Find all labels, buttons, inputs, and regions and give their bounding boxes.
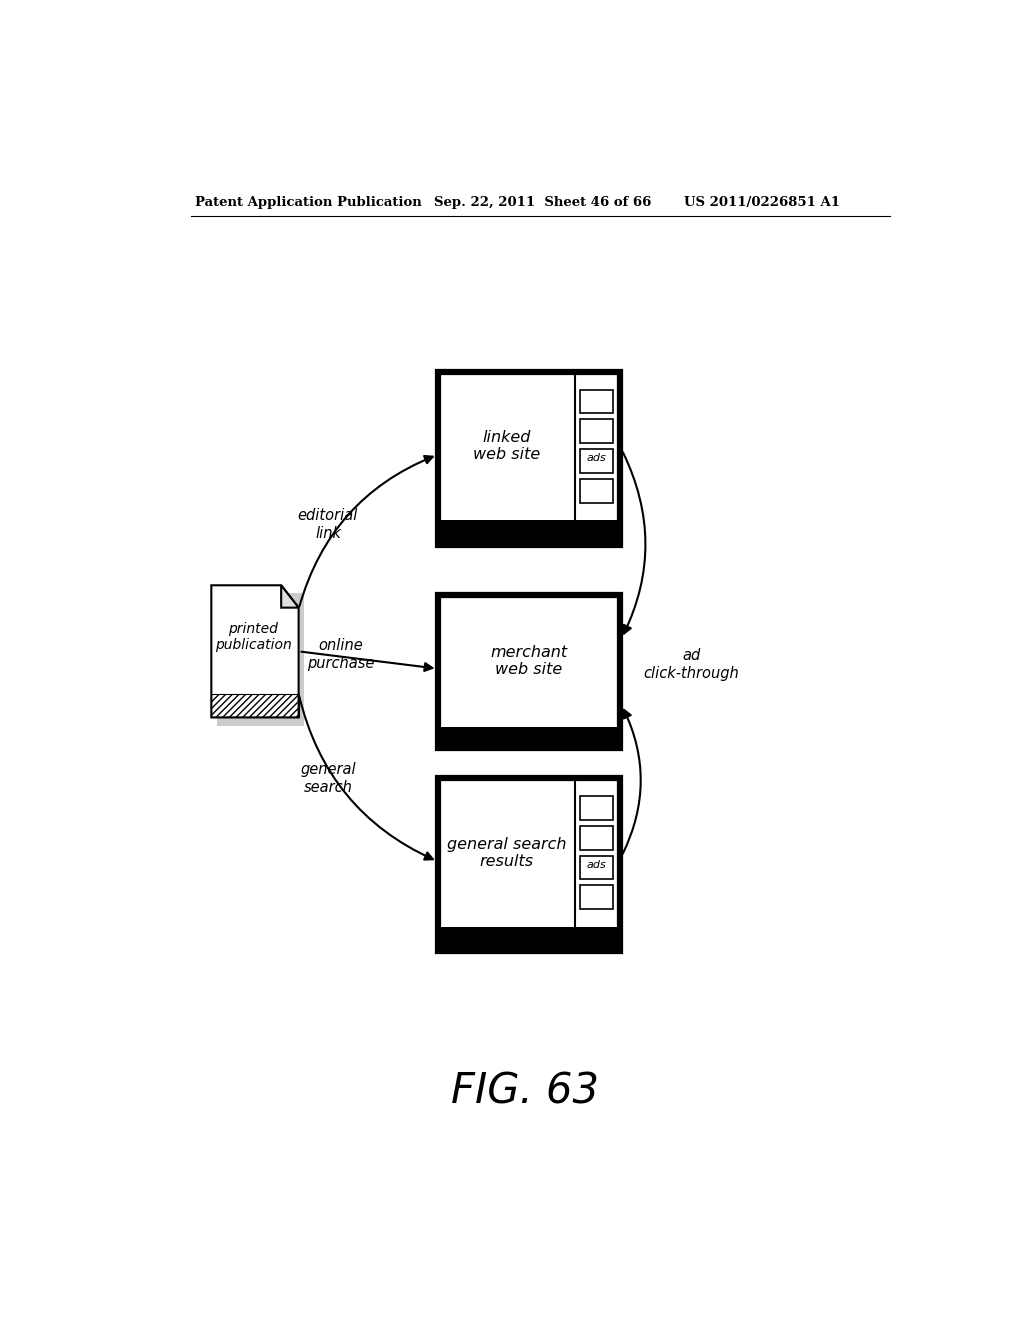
Bar xyxy=(217,594,304,726)
Text: merchant
web site: merchant web site xyxy=(490,644,567,677)
FancyArrowPatch shape xyxy=(299,455,433,606)
Bar xyxy=(437,372,621,545)
Text: ad
click-through: ad click-through xyxy=(643,648,739,681)
Bar xyxy=(581,420,612,444)
Text: US 2011/0226851 A1: US 2011/0226851 A1 xyxy=(684,197,840,209)
Bar xyxy=(581,886,612,909)
Polygon shape xyxy=(211,585,299,718)
Text: online
purchase: online purchase xyxy=(307,638,375,671)
Bar xyxy=(581,796,612,820)
Text: general
search: general search xyxy=(300,762,355,795)
Bar xyxy=(581,479,612,503)
Bar xyxy=(581,449,612,473)
Bar xyxy=(437,595,621,748)
Bar xyxy=(437,520,621,545)
Text: linked
web site: linked web site xyxy=(473,430,540,462)
FancyArrowPatch shape xyxy=(623,710,641,854)
Bar xyxy=(581,826,612,850)
Text: Sep. 22, 2011  Sheet 46 of 66: Sep. 22, 2011 Sheet 46 of 66 xyxy=(433,197,651,209)
Bar xyxy=(437,927,621,952)
Text: FIG. 63: FIG. 63 xyxy=(451,1071,599,1113)
Bar xyxy=(437,595,621,748)
Text: ads: ads xyxy=(587,453,606,463)
FancyArrowPatch shape xyxy=(623,451,645,634)
Bar xyxy=(581,389,612,413)
Text: general search
results: general search results xyxy=(446,837,566,869)
Text: printed
publication: printed publication xyxy=(215,622,292,652)
Bar xyxy=(437,779,621,952)
FancyArrowPatch shape xyxy=(299,697,433,859)
Bar xyxy=(437,726,621,748)
Text: Patent Application Publication: Patent Application Publication xyxy=(196,197,422,209)
Text: editorial
link: editorial link xyxy=(298,508,358,540)
Bar xyxy=(437,779,621,952)
Polygon shape xyxy=(282,585,299,607)
FancyArrowPatch shape xyxy=(301,652,432,671)
Bar xyxy=(437,372,621,545)
Bar xyxy=(211,693,299,718)
Bar xyxy=(581,855,612,879)
Text: ads: ads xyxy=(587,859,606,870)
